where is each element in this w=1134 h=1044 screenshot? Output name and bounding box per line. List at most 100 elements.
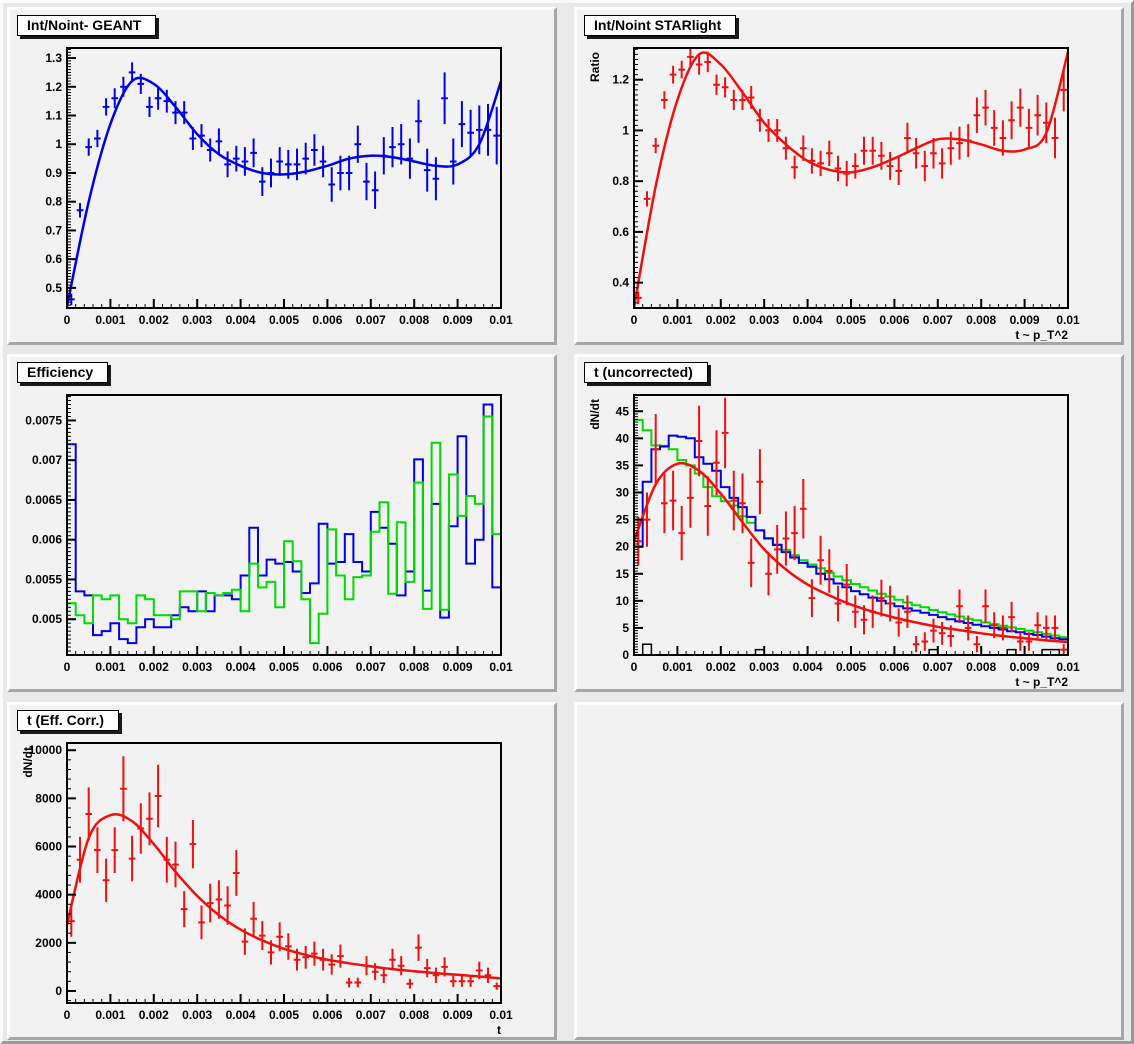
- svg-text:0.0075: 0.0075: [25, 413, 62, 427]
- svg-text:4000: 4000: [35, 888, 62, 902]
- svg-text:0.005: 0.005: [836, 660, 866, 674]
- svg-text:0.004: 0.004: [793, 660, 823, 674]
- svg-text:t: t: [497, 1023, 501, 1037]
- svg-text:0.007: 0.007: [923, 313, 953, 327]
- pad-efficiency: Efficiency 0 0.001 0.002 0.003 0.004 0.005 0.0…: [7, 354, 557, 692]
- pad-title-box: Int/Noint- GEANT: [17, 15, 157, 36]
- svg-text:6000: 6000: [35, 840, 62, 854]
- svg-text:0.01: 0.01: [1056, 660, 1080, 674]
- svg-text:30: 30: [616, 486, 630, 500]
- svg-text:0: 0: [64, 660, 71, 674]
- svg-text:0.005: 0.005: [32, 612, 62, 626]
- svg-text:0.004: 0.004: [226, 1008, 256, 1022]
- svg-text:0.008: 0.008: [399, 660, 429, 674]
- pad-int-noint-geant: Int/Noint- GEANT 0 0.001 0.002 0.003 0.004 0.…: [7, 7, 557, 345]
- svg-text:0.009: 0.009: [1010, 660, 1040, 674]
- svg-text:5: 5: [622, 621, 629, 635]
- svg-text:0.002: 0.002: [139, 1008, 169, 1022]
- svg-text:0.005: 0.005: [269, 313, 299, 327]
- pad-title-box: t (Eff. Corr.): [17, 710, 119, 731]
- svg-text:0.008: 0.008: [966, 313, 996, 327]
- svg-text:0.9: 0.9: [45, 166, 62, 180]
- svg-text:1: 1: [55, 137, 62, 151]
- svg-text:0.003: 0.003: [182, 1008, 212, 1022]
- svg-text:0.005: 0.005: [269, 660, 299, 674]
- svg-text:0.007: 0.007: [923, 660, 953, 674]
- svg-text:0.002: 0.002: [139, 313, 169, 327]
- svg-text:0.001: 0.001: [662, 660, 692, 674]
- plot-t-eff-corr: 0 0.001 0.002 0.003 0.004 0.005 0.006 0.007 0.00…: [21, 742, 513, 1037]
- svg-text:1.2: 1.2: [612, 73, 629, 87]
- svg-text:10000: 10000: [29, 743, 63, 757]
- svg-text:0.009: 0.009: [443, 1008, 473, 1022]
- svg-text:0.006: 0.006: [879, 660, 909, 674]
- svg-text:t ~ p_T^2: t ~ p_T^2: [1015, 328, 1068, 342]
- pad-int-noint-starlight: Int/Noint STARlight 0 0.001 0.002 0.003 0.00…: [574, 7, 1124, 345]
- svg-text:0.008: 0.008: [399, 1008, 429, 1022]
- svg-text:0.0065: 0.0065: [25, 493, 62, 507]
- svg-text:0: 0: [631, 313, 638, 327]
- svg-text:0.006: 0.006: [32, 533, 62, 547]
- svg-text:15: 15: [616, 567, 630, 581]
- svg-text:35: 35: [616, 458, 630, 472]
- pad-title: Efficiency: [27, 364, 94, 380]
- svg-text:0.006: 0.006: [879, 313, 909, 327]
- plot-t-uncorrected: 0 0.001 0.002 0.003 0.004 0.005 0.006 0.007 0.00…: [588, 394, 1080, 689]
- svg-text:dN/dt: dN/dt: [21, 747, 35, 778]
- svg-text:0.001: 0.001: [662, 313, 692, 327]
- svg-text:1.1: 1.1: [45, 109, 62, 123]
- svg-text:0.005: 0.005: [269, 1008, 299, 1022]
- svg-text:0.008: 0.008: [399, 313, 429, 327]
- pad-title: t (Eff. Corr.): [27, 712, 104, 728]
- svg-text:0.001: 0.001: [95, 660, 125, 674]
- svg-text:Ratio: Ratio: [588, 52, 602, 82]
- svg-text:0.002: 0.002: [706, 660, 736, 674]
- svg-text:0.003: 0.003: [182, 660, 212, 674]
- pad-title-box: Int/Noint STARlight: [584, 15, 737, 36]
- svg-text:20: 20: [616, 540, 630, 554]
- svg-text:0.004: 0.004: [226, 313, 256, 327]
- svg-text:0.007: 0.007: [356, 1008, 386, 1022]
- pad-empty: [574, 702, 1124, 1040]
- svg-text:0.0055: 0.0055: [25, 572, 62, 586]
- svg-text:0.004: 0.004: [226, 660, 256, 674]
- svg-text:0.004: 0.004: [793, 313, 823, 327]
- svg-text:0.8: 0.8: [45, 195, 62, 209]
- svg-text:0.002: 0.002: [139, 660, 169, 674]
- pad-title-box: Efficiency: [17, 362, 109, 383]
- svg-text:0.01: 0.01: [1056, 313, 1080, 327]
- svg-text:0.005: 0.005: [836, 313, 866, 327]
- svg-text:0: 0: [622, 648, 629, 662]
- svg-text:0.003: 0.003: [749, 313, 779, 327]
- svg-text:8000: 8000: [35, 791, 62, 805]
- svg-text:0: 0: [55, 984, 62, 998]
- svg-text:dN/dt: dN/dt: [588, 399, 602, 430]
- svg-text:0.7: 0.7: [45, 223, 62, 237]
- pad-title: t (uncorrected): [594, 364, 693, 380]
- svg-text:0: 0: [631, 660, 638, 674]
- pad-t-uncorrected: t (uncorrected) 0 0.001 0.002 0.003 0.004 0.0…: [574, 354, 1124, 692]
- svg-text:45: 45: [616, 404, 630, 418]
- svg-text:0.007: 0.007: [32, 453, 62, 467]
- svg-text:10: 10: [616, 594, 630, 608]
- pad-t-eff-corr: t (Eff. Corr.) 0 0.001 0.002 0.003 0.004 0.00…: [7, 702, 557, 1040]
- pad-title-box: t (uncorrected): [584, 362, 708, 383]
- svg-text:0.009: 0.009: [1010, 313, 1040, 327]
- svg-text:0.006: 0.006: [312, 313, 342, 327]
- svg-text:0.008: 0.008: [966, 660, 996, 674]
- svg-text:0.01: 0.01: [489, 660, 513, 674]
- svg-text:2000: 2000: [35, 936, 62, 950]
- pad-title: Int/Noint STARlight: [594, 17, 722, 33]
- svg-text:1: 1: [622, 123, 629, 137]
- svg-text:40: 40: [616, 431, 630, 445]
- svg-text:0.6: 0.6: [45, 252, 62, 266]
- svg-text:0.001: 0.001: [95, 313, 125, 327]
- svg-text:0.007: 0.007: [356, 313, 386, 327]
- svg-text:t ~ p_T^2: t ~ p_T^2: [1015, 675, 1068, 689]
- svg-text:0.006: 0.006: [312, 660, 342, 674]
- svg-text:0.007: 0.007: [356, 660, 386, 674]
- svg-text:0.01: 0.01: [489, 313, 513, 327]
- svg-text:25: 25: [616, 513, 630, 527]
- plot-int-noint-geant: 0 0.001 0.002 0.003 0.004 0.005 0.006 0.007 0.00…: [45, 47, 513, 327]
